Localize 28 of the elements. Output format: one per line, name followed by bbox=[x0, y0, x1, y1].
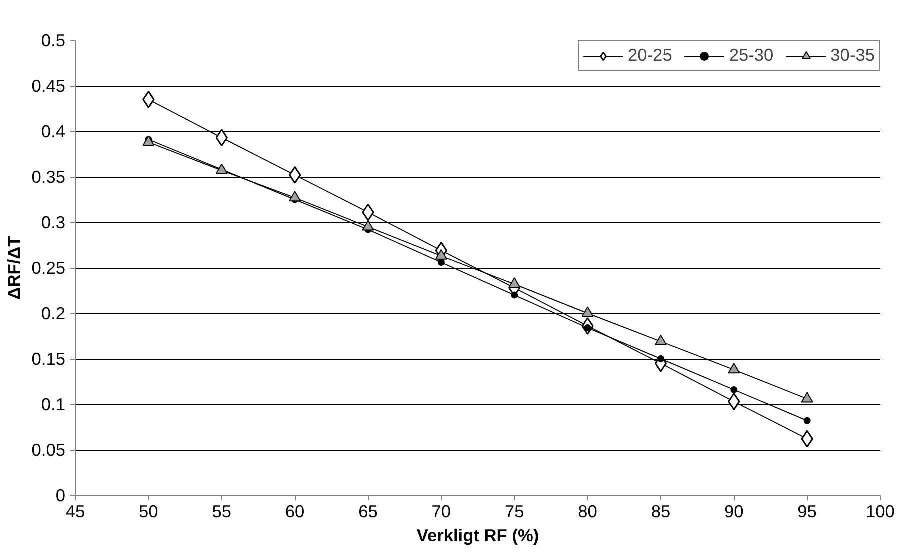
x-tick-label: 65 bbox=[358, 502, 378, 522]
x-tick-label: 80 bbox=[578, 502, 598, 522]
x-tick-label: 70 bbox=[432, 502, 452, 522]
x-tick-label: 50 bbox=[139, 502, 158, 522]
legend-label: 20-25 bbox=[628, 45, 672, 66]
x-tick-label: 90 bbox=[724, 502, 744, 522]
y-tick-label: 0.1 bbox=[41, 394, 66, 414]
legend-label: 30-35 bbox=[830, 45, 875, 66]
x-tick-label: 60 bbox=[285, 502, 305, 522]
y-tick-label: 0.05 bbox=[32, 440, 66, 460]
legend-label: 25-30 bbox=[729, 45, 774, 66]
y-tick-label: 0.45 bbox=[32, 76, 66, 96]
y-tick-label: 0.2 bbox=[41, 304, 66, 324]
x-axis-title: Verkligt RF (%) bbox=[416, 526, 540, 546]
x-tick-label: 75 bbox=[504, 502, 524, 522]
x-tick-label: 55 bbox=[212, 502, 232, 522]
y-tick-label: 0.35 bbox=[32, 167, 66, 187]
y-tick-label: 0.15 bbox=[32, 349, 66, 369]
y-tick-label: 0.5 bbox=[41, 30, 66, 50]
x-tick-label: 85 bbox=[651, 502, 671, 522]
y-tick-label: 0.3 bbox=[41, 212, 66, 232]
y-tick-label: 0.4 bbox=[41, 122, 66, 142]
y-axis-title: ΔRF/ΔT bbox=[4, 236, 24, 300]
y-tick-label: 0 bbox=[56, 486, 66, 506]
x-tick-label: 100 bbox=[866, 502, 895, 522]
x-tick-label: 45 bbox=[66, 502, 86, 522]
x-tick-label: 95 bbox=[798, 502, 817, 522]
y-tick-label: 0.25 bbox=[32, 258, 66, 278]
